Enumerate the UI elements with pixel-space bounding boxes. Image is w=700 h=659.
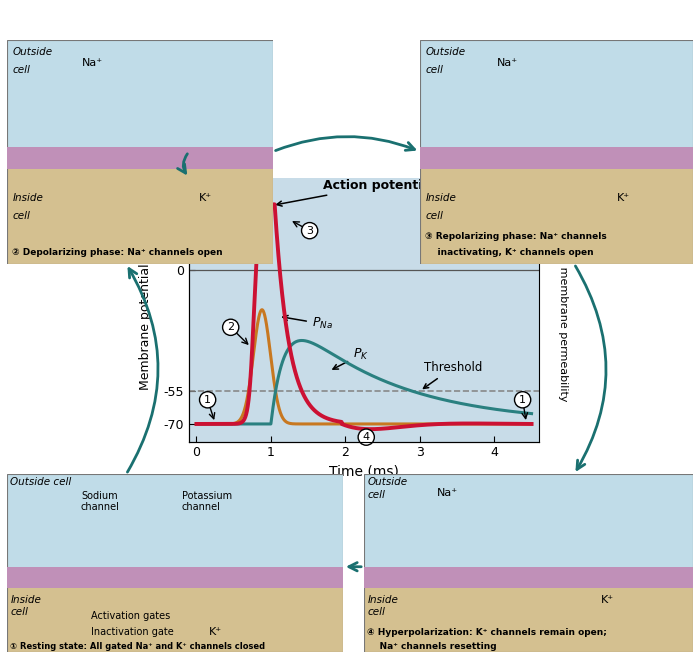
Text: Inside: Inside (13, 193, 43, 203)
Y-axis label: Relative membrane permeability: Relative membrane permeability (559, 218, 568, 401)
Bar (7, 567, 343, 588)
Text: cell: cell (10, 607, 28, 617)
Text: Na⁺ channels resetting: Na⁺ channels resetting (368, 642, 497, 651)
Text: Action potential: Action potential (276, 179, 435, 206)
Bar (7, 474, 343, 581)
Bar (7, 147, 273, 169)
Bar (7, 581, 343, 652)
Text: Potassium: Potassium (182, 492, 232, 501)
Bar (420, 40, 693, 163)
Text: channel: channel (182, 502, 220, 512)
Text: Na⁺: Na⁺ (81, 59, 103, 69)
Text: Na⁺: Na⁺ (436, 488, 458, 498)
Text: Inside: Inside (368, 594, 398, 604)
Text: cell: cell (426, 65, 443, 75)
Text: Inactivation gate: Inactivation gate (91, 627, 174, 637)
Text: 2: 2 (227, 322, 235, 332)
Text: 3: 3 (306, 225, 313, 236)
Text: Na⁺: Na⁺ (496, 59, 517, 69)
Text: Sodium: Sodium (81, 492, 118, 501)
Text: cell: cell (13, 65, 30, 75)
Text: ① Resting state: All gated Na⁺ and K⁺ channels closed: ① Resting state: All gated Na⁺ and K⁺ ch… (10, 642, 265, 651)
Text: Threshold: Threshold (424, 361, 482, 388)
Text: cell: cell (368, 607, 385, 617)
Text: cell: cell (13, 211, 30, 221)
Text: K⁺: K⁺ (617, 193, 630, 203)
Text: K⁺: K⁺ (199, 193, 211, 203)
Text: Inside: Inside (10, 594, 41, 604)
Bar (364, 567, 693, 588)
Text: Outside: Outside (368, 477, 407, 487)
Text: inactivating, K⁺ channels open: inactivating, K⁺ channels open (426, 248, 594, 256)
Text: Outside: Outside (13, 47, 52, 57)
Text: $P_K$: $P_K$ (333, 347, 369, 369)
Bar (364, 474, 693, 581)
Y-axis label: Membrane potential (mV): Membrane potential (mV) (139, 229, 152, 390)
Text: ② Depolarizing phase: Na⁺ channels open: ② Depolarizing phase: Na⁺ channels open (13, 248, 223, 256)
Bar (7, 40, 273, 163)
Bar (420, 163, 693, 264)
Bar (364, 581, 693, 652)
Bar (7, 163, 273, 264)
Text: Outside: Outside (426, 47, 466, 57)
Bar (420, 147, 693, 169)
Text: channel: channel (81, 502, 120, 512)
Text: Activation gates: Activation gates (91, 611, 170, 621)
Text: cell: cell (426, 211, 443, 221)
Text: K⁺: K⁺ (601, 594, 614, 604)
Text: 1: 1 (519, 395, 526, 405)
Text: Inside: Inside (426, 193, 456, 203)
Text: ④ Hyperpolarization: K⁺ channels remain open;: ④ Hyperpolarization: K⁺ channels remain … (368, 627, 607, 637)
Text: Outside cell: Outside cell (10, 477, 71, 487)
Text: ③ Repolarizing phase: Na⁺ channels: ③ Repolarizing phase: Na⁺ channels (426, 232, 607, 241)
Text: 4: 4 (363, 432, 370, 442)
X-axis label: Time (ms): Time (ms) (329, 465, 399, 479)
Text: 1: 1 (204, 395, 211, 405)
Text: K⁺: K⁺ (209, 627, 222, 637)
Text: cell: cell (368, 490, 385, 500)
Text: $P_{Na}$: $P_{Na}$ (283, 316, 332, 331)
